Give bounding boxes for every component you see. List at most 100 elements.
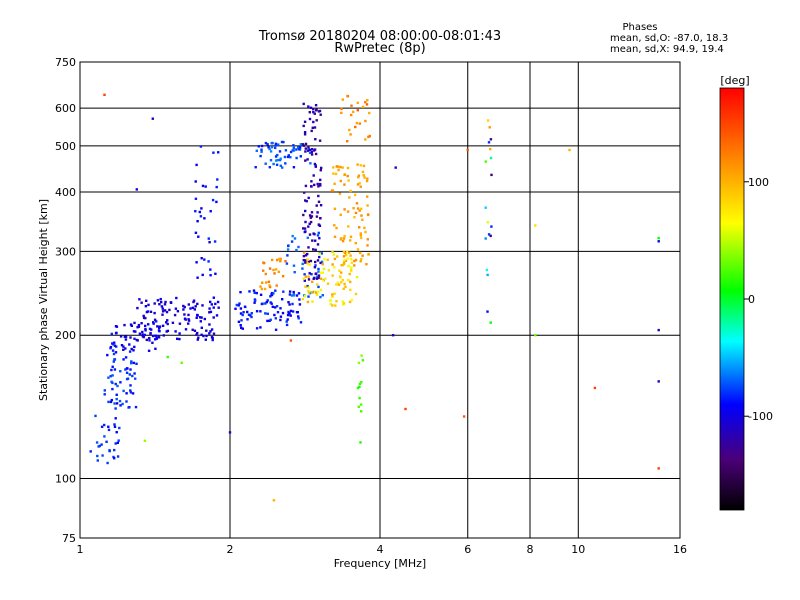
- echo-point: [178, 337, 181, 341]
- echo-point: [342, 287, 345, 290]
- echo-point: [264, 162, 267, 165]
- phases-title: Phases: [622, 22, 657, 33]
- echo-point: [115, 325, 119, 328]
- echo-point: [164, 300, 167, 304]
- echo-point: [348, 272, 351, 276]
- echo-point: [347, 179, 350, 182]
- echo-point: [362, 174, 365, 177]
- echo-point: [260, 287, 263, 291]
- echo-point: [109, 400, 113, 404]
- echo-point: [343, 258, 346, 262]
- echo-point: [333, 266, 336, 269]
- echo-point: [394, 166, 397, 169]
- echo-point: [292, 166, 296, 169]
- echo-point: [308, 263, 311, 266]
- echo-point: [288, 290, 292, 293]
- echo-point: [307, 105, 310, 108]
- echo-point: [310, 185, 313, 188]
- echo-point: [304, 199, 307, 202]
- echo-point: [484, 206, 487, 209]
- echo-point: [368, 134, 371, 138]
- echo-point: [270, 146, 274, 149]
- echo-point: [306, 252, 309, 256]
- echo-point: [199, 316, 202, 319]
- echo-point: [359, 441, 362, 444]
- echo-point: [271, 305, 274, 308]
- x-tick-label: 8: [527, 543, 534, 556]
- echo-point: [353, 264, 356, 267]
- echo-point: [276, 158, 279, 162]
- echo-point: [154, 334, 157, 337]
- colorbar: [719, 87, 745, 511]
- echo-point: [462, 415, 466, 418]
- echo-point: [357, 174, 361, 177]
- echo-point: [307, 260, 310, 263]
- echo-point: [317, 194, 320, 198]
- echo-point: [260, 148, 263, 151]
- echo-point: [343, 261, 346, 264]
- echo-point: [129, 368, 132, 371]
- echo-point: [314, 164, 317, 167]
- echo-point: [158, 330, 161, 333]
- echo-point: [112, 360, 115, 363]
- echo-point: [366, 238, 369, 241]
- echo-point: [118, 399, 122, 403]
- echo-point: [298, 303, 302, 306]
- echo-point: [337, 168, 340, 172]
- echo-point: [365, 103, 369, 106]
- echo-point: [279, 318, 282, 322]
- echo-point: [312, 111, 315, 114]
- echo-point: [319, 217, 322, 220]
- echo-point: [277, 270, 280, 273]
- echo-point: [262, 269, 265, 272]
- y-tick-label: 75: [62, 532, 76, 545]
- echo-point: [158, 303, 161, 306]
- echo-point: [342, 255, 346, 258]
- echo-point: [487, 141, 491, 144]
- echo-point: [306, 236, 309, 239]
- echo-point: [268, 166, 271, 169]
- echo-point: [302, 124, 305, 128]
- x-tick-label: 10: [571, 543, 585, 556]
- echo-point: [354, 241, 357, 245]
- echo-point: [490, 173, 493, 177]
- echo-point: [280, 140, 284, 144]
- echo-point: [292, 146, 295, 150]
- echo-point: [359, 185, 362, 188]
- echo-point: [314, 264, 317, 267]
- echo-point: [268, 285, 272, 289]
- echo-point: [195, 316, 198, 319]
- echo-point: [308, 272, 311, 275]
- echo-point: [114, 442, 117, 445]
- echo-point: [657, 328, 660, 332]
- echo-point: [128, 350, 132, 353]
- echo-point: [295, 148, 298, 151]
- echo-point: [210, 336, 214, 339]
- echo-point: [208, 323, 211, 326]
- echo-point: [319, 277, 323, 280]
- echo-point: [281, 298, 284, 301]
- echo-point: [311, 280, 314, 283]
- echo-point: [291, 310, 295, 313]
- echo-point: [161, 310, 165, 313]
- echo-point: [107, 428, 111, 432]
- echo-point: [358, 385, 361, 389]
- echo-point: [274, 328, 278, 331]
- echo-point: [279, 315, 283, 318]
- echo-point: [249, 314, 252, 317]
- echo-point: [203, 258, 206, 261]
- echo-point: [295, 294, 299, 297]
- echo-point: [366, 195, 369, 198]
- echo-point: [182, 308, 185, 311]
- echo-point: [195, 333, 198, 336]
- chart-title: Tromsø 20180204 08:00:00-08:01:43: [258, 29, 501, 44]
- echo-point: [313, 266, 317, 269]
- echo-point: [191, 306, 195, 309]
- echo-point: [125, 371, 129, 374]
- echo-point: [152, 322, 155, 325]
- x-tick-label: 6: [464, 543, 471, 556]
- echo-point: [101, 454, 104, 457]
- echo-point: [228, 431, 232, 434]
- echo-point: [276, 153, 279, 157]
- echo-point: [360, 214, 363, 217]
